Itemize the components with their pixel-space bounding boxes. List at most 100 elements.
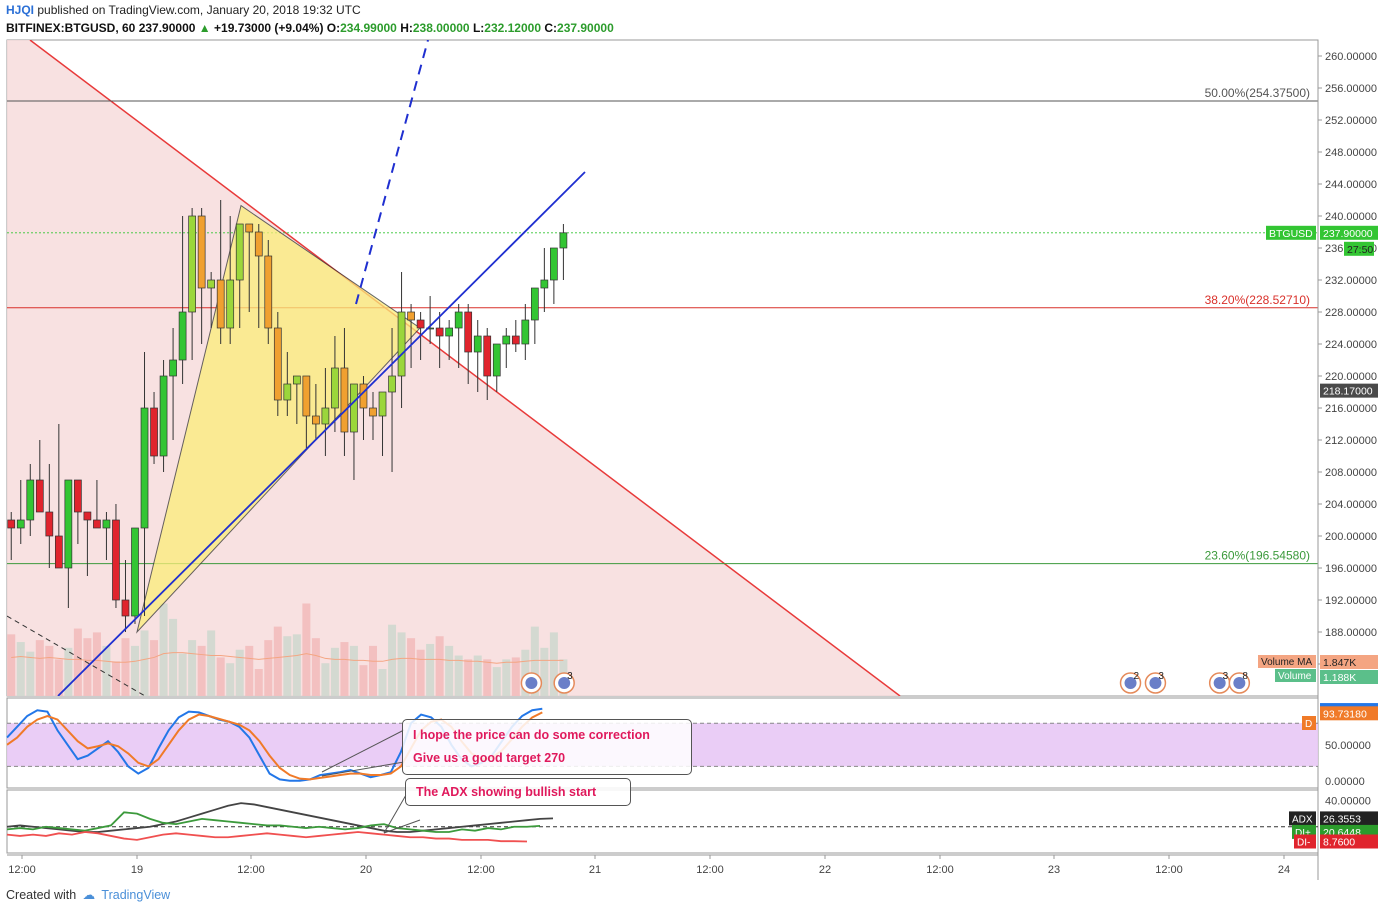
volume-bar: [264, 640, 273, 696]
rising-trendline: [57, 171, 586, 696]
candle-body: [245, 223, 254, 233]
annotation-pointer: [383, 819, 421, 834]
author-name[interactable]: HJQI: [6, 3, 35, 17]
volume-bar: [435, 636, 444, 696]
price-tick-label: 232.00000: [1325, 275, 1377, 287]
fib-level-label: 23.60%(196.54580): [1205, 549, 1310, 563]
symbol-tag: [1266, 225, 1316, 240]
price-tick-label: 260.00000: [1325, 51, 1377, 63]
flag-event-icon-inner: [525, 677, 538, 689]
time-tick-label: 19: [131, 864, 143, 876]
volume-bar: [388, 624, 397, 696]
volume-bar: [530, 626, 539, 696]
volume-bar: [26, 651, 35, 696]
time-tick-label: 12:00: [237, 864, 265, 876]
volume-bar: [131, 645, 139, 696]
candle-body: [321, 407, 330, 425]
candle-body: [559, 232, 568, 249]
price-change: +19.73000 (+9.04%): [214, 21, 324, 35]
timer-badge-text: 27:50: [1347, 244, 1373, 256]
price-tick-label: 192.00000: [1325, 595, 1377, 607]
volume-bar: [416, 649, 425, 696]
event-count: 3: [567, 671, 573, 682]
flag-event-icon-inner: [1213, 677, 1226, 689]
price-tick-label: 224.00000: [1325, 339, 1377, 351]
candle-body: [521, 319, 530, 345]
volume-bar: [207, 630, 216, 696]
candle-body: [83, 511, 92, 521]
price-tick-label: 240.00000: [1325, 211, 1377, 223]
candle-body: [207, 279, 216, 289]
crosshair-badge-text: 218.17000: [1323, 386, 1373, 398]
time-tick-label: 12:00: [8, 864, 36, 876]
candle-body: [7, 519, 16, 529]
adx-series-line: [6, 811, 541, 833]
wedge-upper-line: [29, 40, 901, 696]
volume-tag: [1275, 669, 1316, 682]
candle-body: [350, 383, 358, 433]
candle-body: [102, 519, 111, 529]
volume-bar: [178, 653, 187, 696]
candle-body: [473, 335, 482, 353]
candle-body: [26, 479, 35, 521]
price-tick-label: 216.00000: [1325, 403, 1377, 415]
fib-level-label: 50.00%(254.37500): [1205, 86, 1310, 100]
stoch-tick-label: 50.00000: [1325, 740, 1371, 752]
candle-body: [292, 375, 301, 385]
volume-bar: [454, 655, 463, 696]
price-tick-label: 208.00000: [1325, 467, 1377, 479]
candle-body: [407, 311, 415, 321]
volume-bar: [445, 645, 454, 696]
di-minus-badge: 8.7600: [1320, 834, 1378, 849]
volume-bar: [169, 618, 178, 696]
volume-bar: [349, 645, 358, 696]
volume-ma-tag: [1258, 655, 1316, 668]
low-label: L:: [472, 21, 485, 35]
adx-tick-label: 40.00000: [1325, 796, 1371, 808]
candle-body: [378, 391, 387, 417]
candle-body: [435, 327, 444, 337]
volume-bar: [340, 642, 349, 696]
volume-bar: [283, 636, 292, 696]
main-plot: 50.00%(254.37500) 38.20%(228.52710) 23.60%…: [7, 40, 1318, 696]
volume-bar: [226, 663, 235, 696]
annotation-adx[interactable]: The ADX showing bullish start: [405, 778, 631, 806]
volume-bar: [321, 663, 330, 696]
open-value: 234.99000: [340, 21, 397, 35]
price-tick-label: 212.00000: [1325, 435, 1377, 447]
tradingview-brand[interactable]: TradingView: [101, 888, 171, 902]
di-minus-badge-text: 8.7600: [1323, 837, 1355, 849]
candle-body: [283, 383, 292, 401]
candle-body: [54, 535, 63, 569]
stoch-d-badge-text: 93.73180: [1323, 708, 1367, 720]
volume-bar: [188, 640, 197, 696]
stoch-d-tag: [1302, 716, 1316, 730]
volume-bar: [92, 632, 101, 696]
annotation-correction[interactable]: I hope the price can do some correction …: [402, 719, 692, 775]
volume-bar: [245, 645, 254, 696]
close-label: C:: [544, 21, 558, 35]
time-tick-label: 12:00: [467, 864, 495, 876]
candle-body: [150, 407, 158, 457]
timer-badge: [1344, 241, 1374, 256]
price-tick-label: 244.00000: [1325, 179, 1377, 191]
time-tick-label: 23: [1048, 864, 1060, 876]
event-count: 2: [1134, 671, 1140, 682]
created-with: Created with: [6, 888, 77, 902]
candle-body: [483, 335, 492, 377]
volume-bar: [330, 647, 339, 696]
candle-body: [454, 311, 463, 329]
triangle-pattern: [136, 204, 421, 634]
price-tick-label: 252.00000: [1325, 115, 1377, 127]
volume-bar: [45, 645, 54, 696]
volume-bar: [511, 657, 520, 696]
time-tick-label: 22: [819, 864, 831, 876]
event-count: 3: [1223, 671, 1229, 682]
price-badge: 237.90000: [1320, 225, 1378, 240]
volume-bar: [7, 634, 16, 696]
fib-level-label: 38.20%(228.52710): [1205, 293, 1310, 307]
volume-bar: [521, 649, 530, 696]
stoch-d-badge: 93.73180: [1320, 706, 1378, 721]
candle-body: [226, 279, 235, 329]
